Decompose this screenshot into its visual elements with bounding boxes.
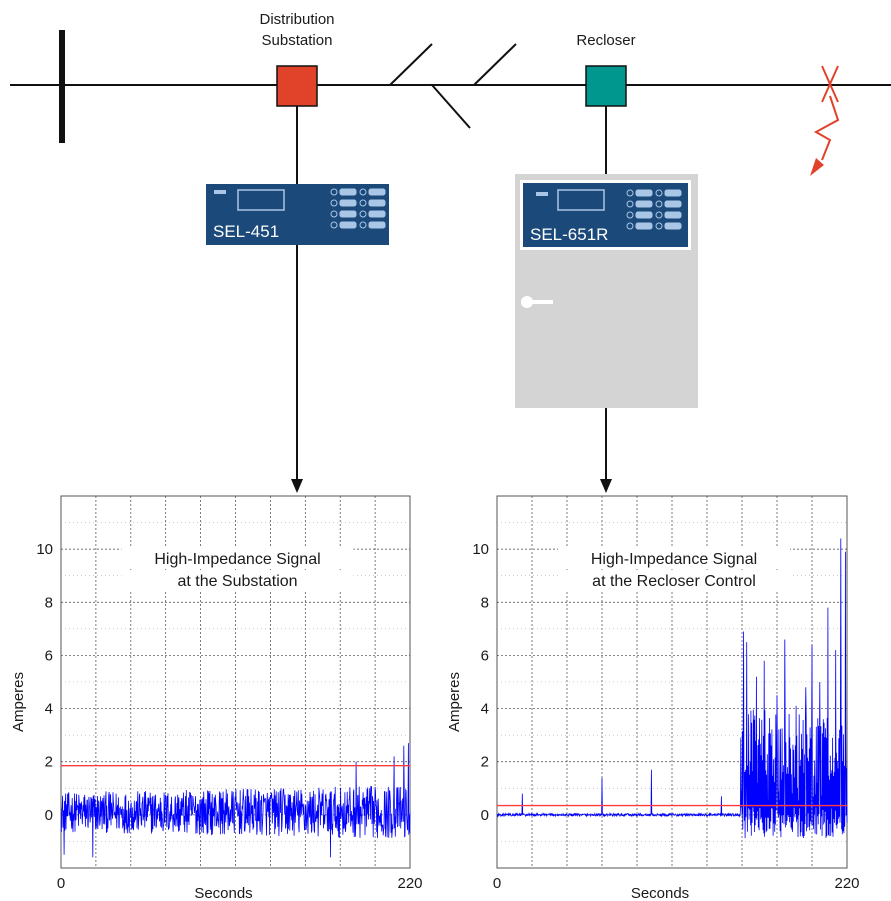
x-axis-label: Seconds <box>194 885 252 901</box>
x-tick-label: 0 <box>493 875 501 892</box>
serial-port-icon <box>214 190 226 194</box>
title-backdrop <box>558 570 790 591</box>
arrow-left <box>291 245 303 493</box>
recloser-label: Recloser <box>576 32 635 49</box>
serial-port-icon <box>536 192 548 196</box>
substation-breaker-box <box>276 65 318 107</box>
y-tick-label: 6 <box>45 647 53 664</box>
relay-right-label: SEL-651R <box>530 225 608 244</box>
x-tick-label: 0 <box>57 875 65 892</box>
y-tick-label: 2 <box>45 754 53 771</box>
relay-display <box>557 189 605 211</box>
y-tick-label: 0 <box>45 807 53 824</box>
relay-left-label: SEL-451 <box>213 222 279 241</box>
arrow-right <box>600 408 612 493</box>
recloser-box <box>585 65 627 107</box>
chart-title-line: High-Impedance Signal <box>154 551 320 568</box>
recloser-control-sel-651r: SEL-651R <box>515 174 698 408</box>
chart-title-line: at the Substation <box>177 573 297 590</box>
y-axis-label: Amperes <box>446 672 463 732</box>
x-tick-label: 220 <box>834 875 859 892</box>
chart-title-line: High-Impedance Signal <box>591 551 757 568</box>
x-axis-label: Seconds <box>631 885 689 901</box>
fault-icon <box>810 65 840 176</box>
y-tick-label: 0 <box>481 807 489 824</box>
relay-sel-451: SEL-451 <box>206 184 389 245</box>
signal-series <box>496 538 848 839</box>
x-tick-label: 220 <box>397 875 422 892</box>
y-tick-label: 8 <box>481 594 489 611</box>
relay-pushbuttons <box>330 188 386 229</box>
title-backdrop <box>558 548 790 569</box>
y-tick-label: 4 <box>481 701 489 718</box>
y-tick-label: 4 <box>45 701 53 718</box>
y-tick-label: 2 <box>481 754 489 771</box>
chart-substation: 0 2 4 6 8 10 0 220 Seconds Amperes High-Impedance … <box>10 495 423 901</box>
relay-display <box>237 189 285 211</box>
y-tick-label: 8 <box>45 594 53 611</box>
chart-recloser-control: 0 2 4 6 8 10 0 220 Seconds Amperes High-Impedance … <box>446 495 860 901</box>
title-backdrop <box>121 570 354 591</box>
cabinet-key-icon <box>521 296 553 308</box>
signal-series <box>60 743 411 858</box>
lateral-taps <box>389 43 517 129</box>
substation-label-line1: Distribution <box>259 11 334 28</box>
y-axis-label: Amperes <box>10 672 27 732</box>
y-tick-label: 6 <box>481 647 489 664</box>
y-tick-label: 10 <box>36 541 53 558</box>
chart-title-line: at the Recloser Control <box>592 573 756 590</box>
substation-label-line2: Substation <box>262 32 333 49</box>
y-tick-label: 10 <box>472 541 489 558</box>
title-backdrop <box>121 548 354 569</box>
relay-pushbuttons <box>626 189 682 230</box>
